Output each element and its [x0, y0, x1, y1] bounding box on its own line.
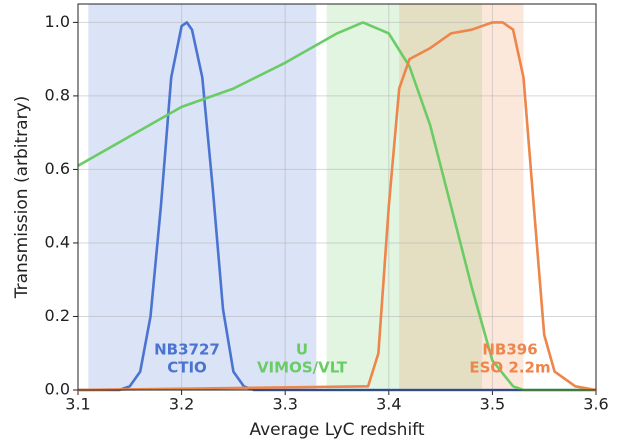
filter-label: VIMOS/VLT — [257, 359, 348, 377]
y-tick-label: 0.4 — [45, 232, 70, 251]
transmission-line — [77, 21, 596, 392]
filter-label: NB396 — [482, 341, 537, 359]
y-tick-label: 0.6 — [45, 159, 70, 178]
y-tick-label: 0.2 — [45, 306, 70, 325]
y-tick-label: 0.8 — [45, 85, 70, 104]
x-tick-label: 3.4 — [376, 395, 401, 414]
x-tick-label: 3.2 — [169, 395, 194, 414]
x-tick-label: 3.6 — [583, 395, 608, 414]
filter-label: U — [296, 341, 308, 359]
band-span — [88, 4, 317, 390]
y-tick-label: 1.0 — [45, 12, 70, 31]
filter-label: NB3727 — [154, 341, 220, 359]
x-axis-label: Average LyC redshift — [249, 420, 424, 440]
transmission-line — [77, 21, 597, 392]
band-span — [326, 4, 483, 390]
y-axis-label: Transmission (arbitrary) — [12, 96, 32, 300]
x-tick-label: 3.1 — [65, 395, 90, 414]
plot-frame — [77, 3, 597, 391]
x-tick-label: 3.5 — [480, 395, 505, 414]
y-tick-label: 0.0 — [45, 380, 70, 399]
transmission-line — [78, 21, 596, 392]
band-span — [399, 4, 524, 390]
filter-label: CTIO — [167, 359, 207, 377]
filter-label: ESO 2.2m — [469, 359, 550, 377]
x-tick-label: 3.3 — [272, 395, 297, 414]
